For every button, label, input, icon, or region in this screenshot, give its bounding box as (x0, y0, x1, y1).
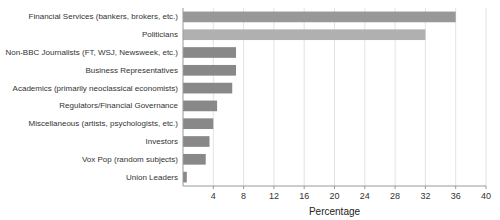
x-tick (273, 186, 274, 189)
bar (183, 29, 425, 40)
category-label: Business Representatives (86, 66, 179, 75)
y-tick-labels: Union Leaders Vox Pop (random subjects) In… (6, 12, 179, 181)
bar (183, 172, 187, 183)
category-label: Vox Pop (random subjects) (82, 155, 178, 164)
grid-line (486, 8, 487, 186)
x-tick-label: 8 (241, 191, 246, 201)
bar (183, 12, 456, 23)
x-tick (334, 186, 335, 189)
x-ticks: 4 8 12 16 20 24 28 32 36 40 (211, 186, 491, 201)
x-tick (364, 186, 365, 189)
category-label: Miscellaneous (artists, psychologists, e… (29, 119, 179, 128)
category-label: Financial Services (bankers, brokers, et… (29, 12, 179, 21)
x-tick-label: 16 (299, 191, 309, 201)
category-label: Union Leaders (126, 173, 178, 182)
category-label: Academics (primarily neoclassical econom… (13, 84, 179, 93)
chart: Union Leaders Vox Pop (random subjects) In… (0, 0, 500, 220)
x-tick (395, 186, 396, 189)
bars (183, 12, 456, 183)
x-tick-label: 24 (360, 191, 370, 201)
x-axis-label: Percentage (309, 206, 361, 217)
bar (183, 47, 236, 58)
x-tick-label: 28 (390, 191, 400, 201)
category-label: Politicians (142, 30, 178, 39)
x-tick (243, 186, 244, 189)
x-tick-label: 20 (329, 191, 339, 201)
bar (183, 154, 206, 165)
x-tick (455, 186, 456, 189)
x-tick-label: 12 (269, 191, 279, 201)
category-label: Non-BBC Journalists (FT, WSJ, Newsweek, … (6, 48, 179, 57)
x-tick-label: 40 (481, 191, 491, 201)
x-tick-label: 32 (420, 191, 430, 201)
category-label: Regulators/Financial Governance (59, 101, 178, 110)
grid-line (455, 8, 456, 186)
x-tick (425, 186, 426, 189)
x-tick (304, 186, 305, 189)
x-tick (486, 186, 487, 189)
bar (183, 101, 217, 112)
y-axis-line (183, 8, 184, 186)
bar (183, 83, 232, 94)
x-tick (213, 186, 214, 189)
x-tick-label: 36 (451, 191, 461, 201)
category-label: Investors (146, 137, 178, 146)
bar (183, 65, 236, 76)
bar (183, 118, 213, 129)
bar (183, 136, 210, 147)
x-tick-label: 4 (211, 191, 216, 201)
